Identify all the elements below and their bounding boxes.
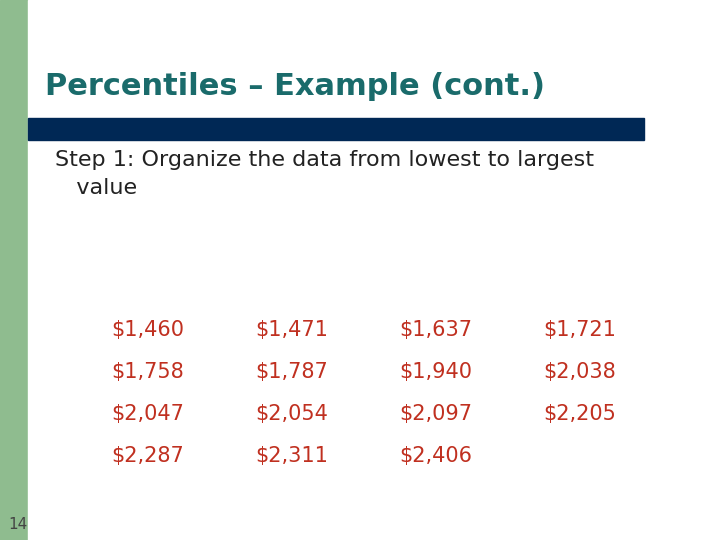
Text: $1,721: $1,721 [544, 320, 616, 340]
Text: $2,054: $2,054 [256, 404, 328, 424]
Text: $1,460: $1,460 [112, 320, 184, 340]
Text: $1,637: $1,637 [400, 320, 472, 340]
Bar [0, 0, 28, 540]
Text: $2,205: $2,205 [544, 404, 616, 424]
Text: 14: 14 [8, 517, 27, 532]
Text: $2,406: $2,406 [400, 446, 472, 466]
Text: Percentiles – Example (cont.): Percentiles – Example (cont.) [45, 72, 545, 101]
Bar [28, 118, 644, 140]
Text: $2,038: $2,038 [544, 362, 616, 382]
FancyBboxPatch shape [24, 0, 97, 72]
Text: $1,758: $1,758 [112, 362, 184, 382]
Text: Step 1: Organize the data from lowest to largest: Step 1: Organize the data from lowest to… [55, 150, 594, 170]
Text: $1,471: $1,471 [256, 320, 328, 340]
Text: $1,940: $1,940 [400, 362, 472, 382]
Text: $2,287: $2,287 [112, 446, 184, 466]
Text: value: value [55, 178, 137, 198]
Text: $1,787: $1,787 [256, 362, 328, 382]
Text: $2,311: $2,311 [256, 446, 328, 466]
Text: $2,047: $2,047 [112, 404, 184, 424]
Text: $2,097: $2,097 [400, 404, 472, 424]
